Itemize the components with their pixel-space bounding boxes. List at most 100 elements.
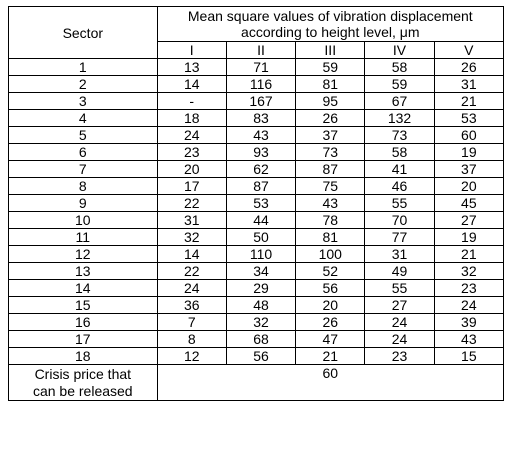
value-cell: 100 bbox=[295, 245, 366, 263]
value-cell: 24 bbox=[364, 330, 435, 348]
value-cell: 18 bbox=[156, 109, 227, 127]
sector-header: Sector bbox=[8, 6, 158, 59]
value-cell: 58 bbox=[364, 143, 435, 161]
value-cell: 32 bbox=[156, 228, 227, 246]
value-cell: 24 bbox=[156, 126, 227, 144]
value-cell: 49 bbox=[364, 262, 435, 280]
table-row: 10 31 44 78 70 27 bbox=[8, 211, 505, 229]
sector-cell: 9 bbox=[8, 194, 158, 212]
vibration-table: Sector Mean square values of vibration d… bbox=[8, 6, 505, 401]
sector-cell: 5 bbox=[8, 126, 158, 144]
footer-row: Crisis price that can be released 60 bbox=[8, 364, 505, 401]
value-cell: 73 bbox=[295, 143, 366, 161]
value-cell: 34 bbox=[225, 262, 297, 280]
value-cell: 71 bbox=[225, 58, 297, 76]
table-row: 14 24 29 56 55 23 bbox=[8, 279, 505, 297]
value-cell: 21 bbox=[433, 245, 505, 263]
value-cell: 83 bbox=[225, 109, 297, 127]
table-row: 7 20 62 87 41 37 bbox=[8, 160, 505, 178]
value-cell: 110 bbox=[225, 245, 297, 263]
sector-cell: 10 bbox=[8, 211, 158, 229]
group-header: Mean square values of vibration displace… bbox=[156, 6, 505, 42]
value-cell: 14 bbox=[156, 245, 227, 263]
value-cell: 23 bbox=[433, 279, 505, 297]
value-cell: 36 bbox=[156, 296, 227, 314]
value-cell: 87 bbox=[225, 177, 297, 195]
table-row: 18 12 56 21 23 15 bbox=[8, 347, 505, 365]
value-cell: 22 bbox=[156, 194, 227, 212]
sector-cell: 6 bbox=[8, 143, 158, 161]
sector-cell: 1 bbox=[8, 58, 158, 76]
value-cell: - bbox=[156, 92, 227, 110]
sector-cell: 4 bbox=[8, 109, 158, 127]
value-cell: 44 bbox=[225, 211, 297, 229]
header-row: Sector Mean square values of vibration d… bbox=[8, 6, 505, 59]
value-cell: 7 bbox=[156, 313, 227, 331]
table-body: 1 13 71 59 58 26 2 14 116 81 59 31 3-167 95 67 21 4 18… bbox=[8, 58, 505, 401]
value-cell: 59 bbox=[295, 58, 366, 76]
value-cell: 78 bbox=[295, 211, 366, 229]
table-row: 5 24 43 37 73 60 bbox=[8, 126, 505, 144]
value-cell: 26 bbox=[295, 313, 366, 331]
value-cell: 20 bbox=[295, 296, 366, 314]
level-header-iii: III bbox=[295, 41, 366, 59]
sector-cell: 3 bbox=[8, 92, 158, 110]
value-cell: 93 bbox=[225, 143, 297, 161]
value-cell: 52 bbox=[295, 262, 366, 280]
value-cell: 47 bbox=[295, 330, 366, 348]
value-cell: 45 bbox=[433, 194, 505, 212]
value-cell: 37 bbox=[295, 126, 366, 144]
table-row: 6 23 93 73 58 19 bbox=[8, 143, 505, 161]
level-header-iv: IV bbox=[364, 41, 435, 59]
value-cell: 32 bbox=[433, 262, 505, 280]
value-cell: 39 bbox=[433, 313, 505, 331]
value-cell: 132 bbox=[364, 109, 435, 127]
footer-label: Crisis price that can be released bbox=[8, 364, 158, 401]
value-cell: 60 bbox=[433, 126, 505, 144]
table-row: 16 7 32 26 24 39 bbox=[8, 313, 505, 331]
value-cell: 68 bbox=[225, 330, 297, 348]
value-cell: 95 bbox=[295, 92, 366, 110]
value-cell: 13 bbox=[156, 58, 227, 76]
table-row: 2 14 116 81 59 31 bbox=[8, 75, 505, 93]
value-cell: 41 bbox=[364, 160, 435, 178]
value-cell: 81 bbox=[295, 75, 366, 93]
sector-cell: 12 bbox=[8, 245, 158, 263]
level-header-row: I II III IV V bbox=[9, 41, 505, 59]
footer-label-line2: can be released bbox=[32, 382, 133, 399]
value-cell: 17 bbox=[156, 177, 227, 195]
value-cell: 32 bbox=[225, 313, 297, 331]
value-cell: 15 bbox=[433, 347, 505, 365]
value-cell: 37 bbox=[433, 160, 505, 178]
value-cell: 55 bbox=[364, 279, 435, 297]
value-cell: 43 bbox=[433, 330, 505, 348]
value-cell: 75 bbox=[295, 177, 366, 195]
level-header-ii: II bbox=[225, 41, 297, 59]
value-cell: 55 bbox=[364, 194, 435, 212]
value-cell: 31 bbox=[156, 211, 227, 229]
table-row: 15 36 48 20 27 24 bbox=[8, 296, 505, 314]
value-cell: 59 bbox=[364, 75, 435, 93]
table-row: 8 17 87 75 46 20 bbox=[8, 177, 505, 195]
value-cell: 23 bbox=[364, 347, 435, 365]
sector-cell: 18 bbox=[8, 347, 158, 365]
value-cell: 21 bbox=[295, 347, 366, 365]
value-cell: 27 bbox=[433, 211, 505, 229]
value-cell: 20 bbox=[433, 177, 505, 195]
value-cell: 48 bbox=[225, 296, 297, 314]
table-row: 11 32 50 81 77 19 bbox=[8, 228, 505, 246]
level-header-v: V bbox=[433, 41, 505, 59]
value-cell: 29 bbox=[225, 279, 297, 297]
value-cell: 116 bbox=[225, 75, 297, 93]
sector-cell: 7 bbox=[8, 160, 158, 178]
table-row: 3-167 95 67 21 bbox=[8, 92, 505, 110]
value-cell: 24 bbox=[156, 279, 227, 297]
value-cell: 43 bbox=[225, 126, 297, 144]
value-cell: 23 bbox=[156, 143, 227, 161]
table-row: 9 22 53 43 55 45 bbox=[8, 194, 505, 212]
level-header-i: I bbox=[156, 41, 227, 59]
table-row: 17 8 68 47 24 43 bbox=[8, 330, 505, 348]
value-cell: 8 bbox=[156, 330, 227, 348]
value-cell: 46 bbox=[364, 177, 435, 195]
value-cell: 27 bbox=[364, 296, 435, 314]
